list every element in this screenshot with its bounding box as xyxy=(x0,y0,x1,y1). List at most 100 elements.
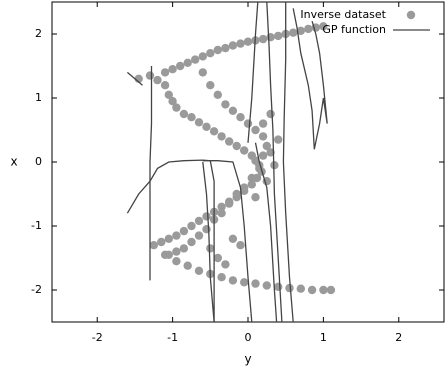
data-point xyxy=(164,250,173,259)
y-tick-label: 2 xyxy=(35,27,42,40)
data-point xyxy=(236,241,245,250)
data-point xyxy=(153,75,162,85)
ticks-layer: -2 -1 0 1 2 -2 -1 0 1 2 xyxy=(31,2,444,344)
data-point xyxy=(217,132,226,141)
data-point xyxy=(191,55,200,64)
data-point xyxy=(160,81,170,90)
data-point xyxy=(221,100,230,109)
data-point xyxy=(213,253,222,263)
data-point xyxy=(221,260,230,269)
legend-label: Inverse dataset xyxy=(300,8,386,21)
gp-function-line xyxy=(202,160,253,322)
data-point xyxy=(243,119,253,128)
data-point xyxy=(326,285,336,295)
data-point xyxy=(240,278,249,287)
data-point xyxy=(247,180,256,189)
data-point xyxy=(179,226,189,236)
gp-function-line xyxy=(126,159,215,322)
data-point xyxy=(258,151,268,160)
data-point xyxy=(194,216,204,226)
data-point xyxy=(319,285,328,295)
data-point xyxy=(266,109,275,119)
data-point xyxy=(209,127,219,136)
gp-function-line xyxy=(247,2,259,143)
data-point xyxy=(221,43,230,53)
data-point xyxy=(304,24,313,34)
data-point xyxy=(307,285,317,295)
data-point xyxy=(225,137,234,146)
data-layer xyxy=(126,2,336,322)
x-axis-label: y xyxy=(244,352,251,366)
data-point xyxy=(266,148,275,157)
data-point xyxy=(217,209,226,218)
data-point xyxy=(274,135,283,144)
data-point xyxy=(187,237,196,247)
gp-function-line xyxy=(254,142,278,322)
data-point xyxy=(168,65,177,74)
data-point xyxy=(149,241,158,250)
gp-function-line xyxy=(292,8,328,150)
gp-function-line xyxy=(282,2,294,322)
gp-function-line xyxy=(149,66,153,281)
data-point xyxy=(236,39,245,48)
data-point xyxy=(206,244,215,253)
data-point xyxy=(243,37,253,46)
data-point xyxy=(258,132,268,141)
x-tick-label: -1 xyxy=(167,331,178,344)
data-point xyxy=(251,279,260,288)
data-point xyxy=(164,90,173,100)
data-point xyxy=(228,106,238,116)
data-point xyxy=(168,97,177,106)
y-tick-label: 0 xyxy=(35,155,42,168)
data-point xyxy=(194,266,204,275)
data-point xyxy=(296,26,305,35)
x-tick-label: 1 xyxy=(320,331,327,344)
data-point xyxy=(258,119,268,128)
data-point xyxy=(213,90,222,100)
data-point xyxy=(194,118,204,127)
data-point xyxy=(228,276,238,285)
data-point xyxy=(240,146,249,155)
data-point xyxy=(164,234,173,243)
data-point xyxy=(160,68,170,77)
data-point xyxy=(236,113,245,122)
data-point xyxy=(258,34,268,44)
data-point xyxy=(251,193,260,202)
data-point xyxy=(225,199,234,208)
data-point xyxy=(172,103,181,112)
data-point xyxy=(198,68,207,77)
data-point xyxy=(206,81,215,90)
y-tick-label: 1 xyxy=(35,91,42,104)
data-point xyxy=(198,52,207,61)
x-tick-label: 2 xyxy=(395,331,402,344)
data-point xyxy=(240,183,249,192)
x-tick-label: -2 xyxy=(92,331,103,344)
data-point xyxy=(172,247,181,256)
data-point xyxy=(206,49,215,58)
data-point xyxy=(202,212,211,221)
data-point xyxy=(194,231,204,240)
data-point xyxy=(232,189,241,199)
x-tick-label: 0 xyxy=(245,331,252,344)
data-point xyxy=(157,237,166,247)
data-point xyxy=(176,61,185,71)
data-point xyxy=(228,234,238,243)
data-point xyxy=(145,71,155,80)
gp-function-line xyxy=(266,2,283,322)
y-axis-label: x xyxy=(10,155,17,169)
data-point xyxy=(172,231,181,240)
data-point xyxy=(217,202,226,211)
data-point xyxy=(172,257,181,266)
data-point xyxy=(217,273,226,282)
data-point xyxy=(285,283,294,293)
legend: Inverse dataset GP function xyxy=(300,8,430,36)
data-point xyxy=(187,113,196,122)
data-point xyxy=(251,125,260,135)
data-point xyxy=(247,173,256,183)
data-point xyxy=(179,109,189,119)
data-point xyxy=(270,161,279,170)
data-point xyxy=(289,28,298,37)
legend-label: GP function xyxy=(322,23,386,36)
data-point xyxy=(183,58,192,67)
